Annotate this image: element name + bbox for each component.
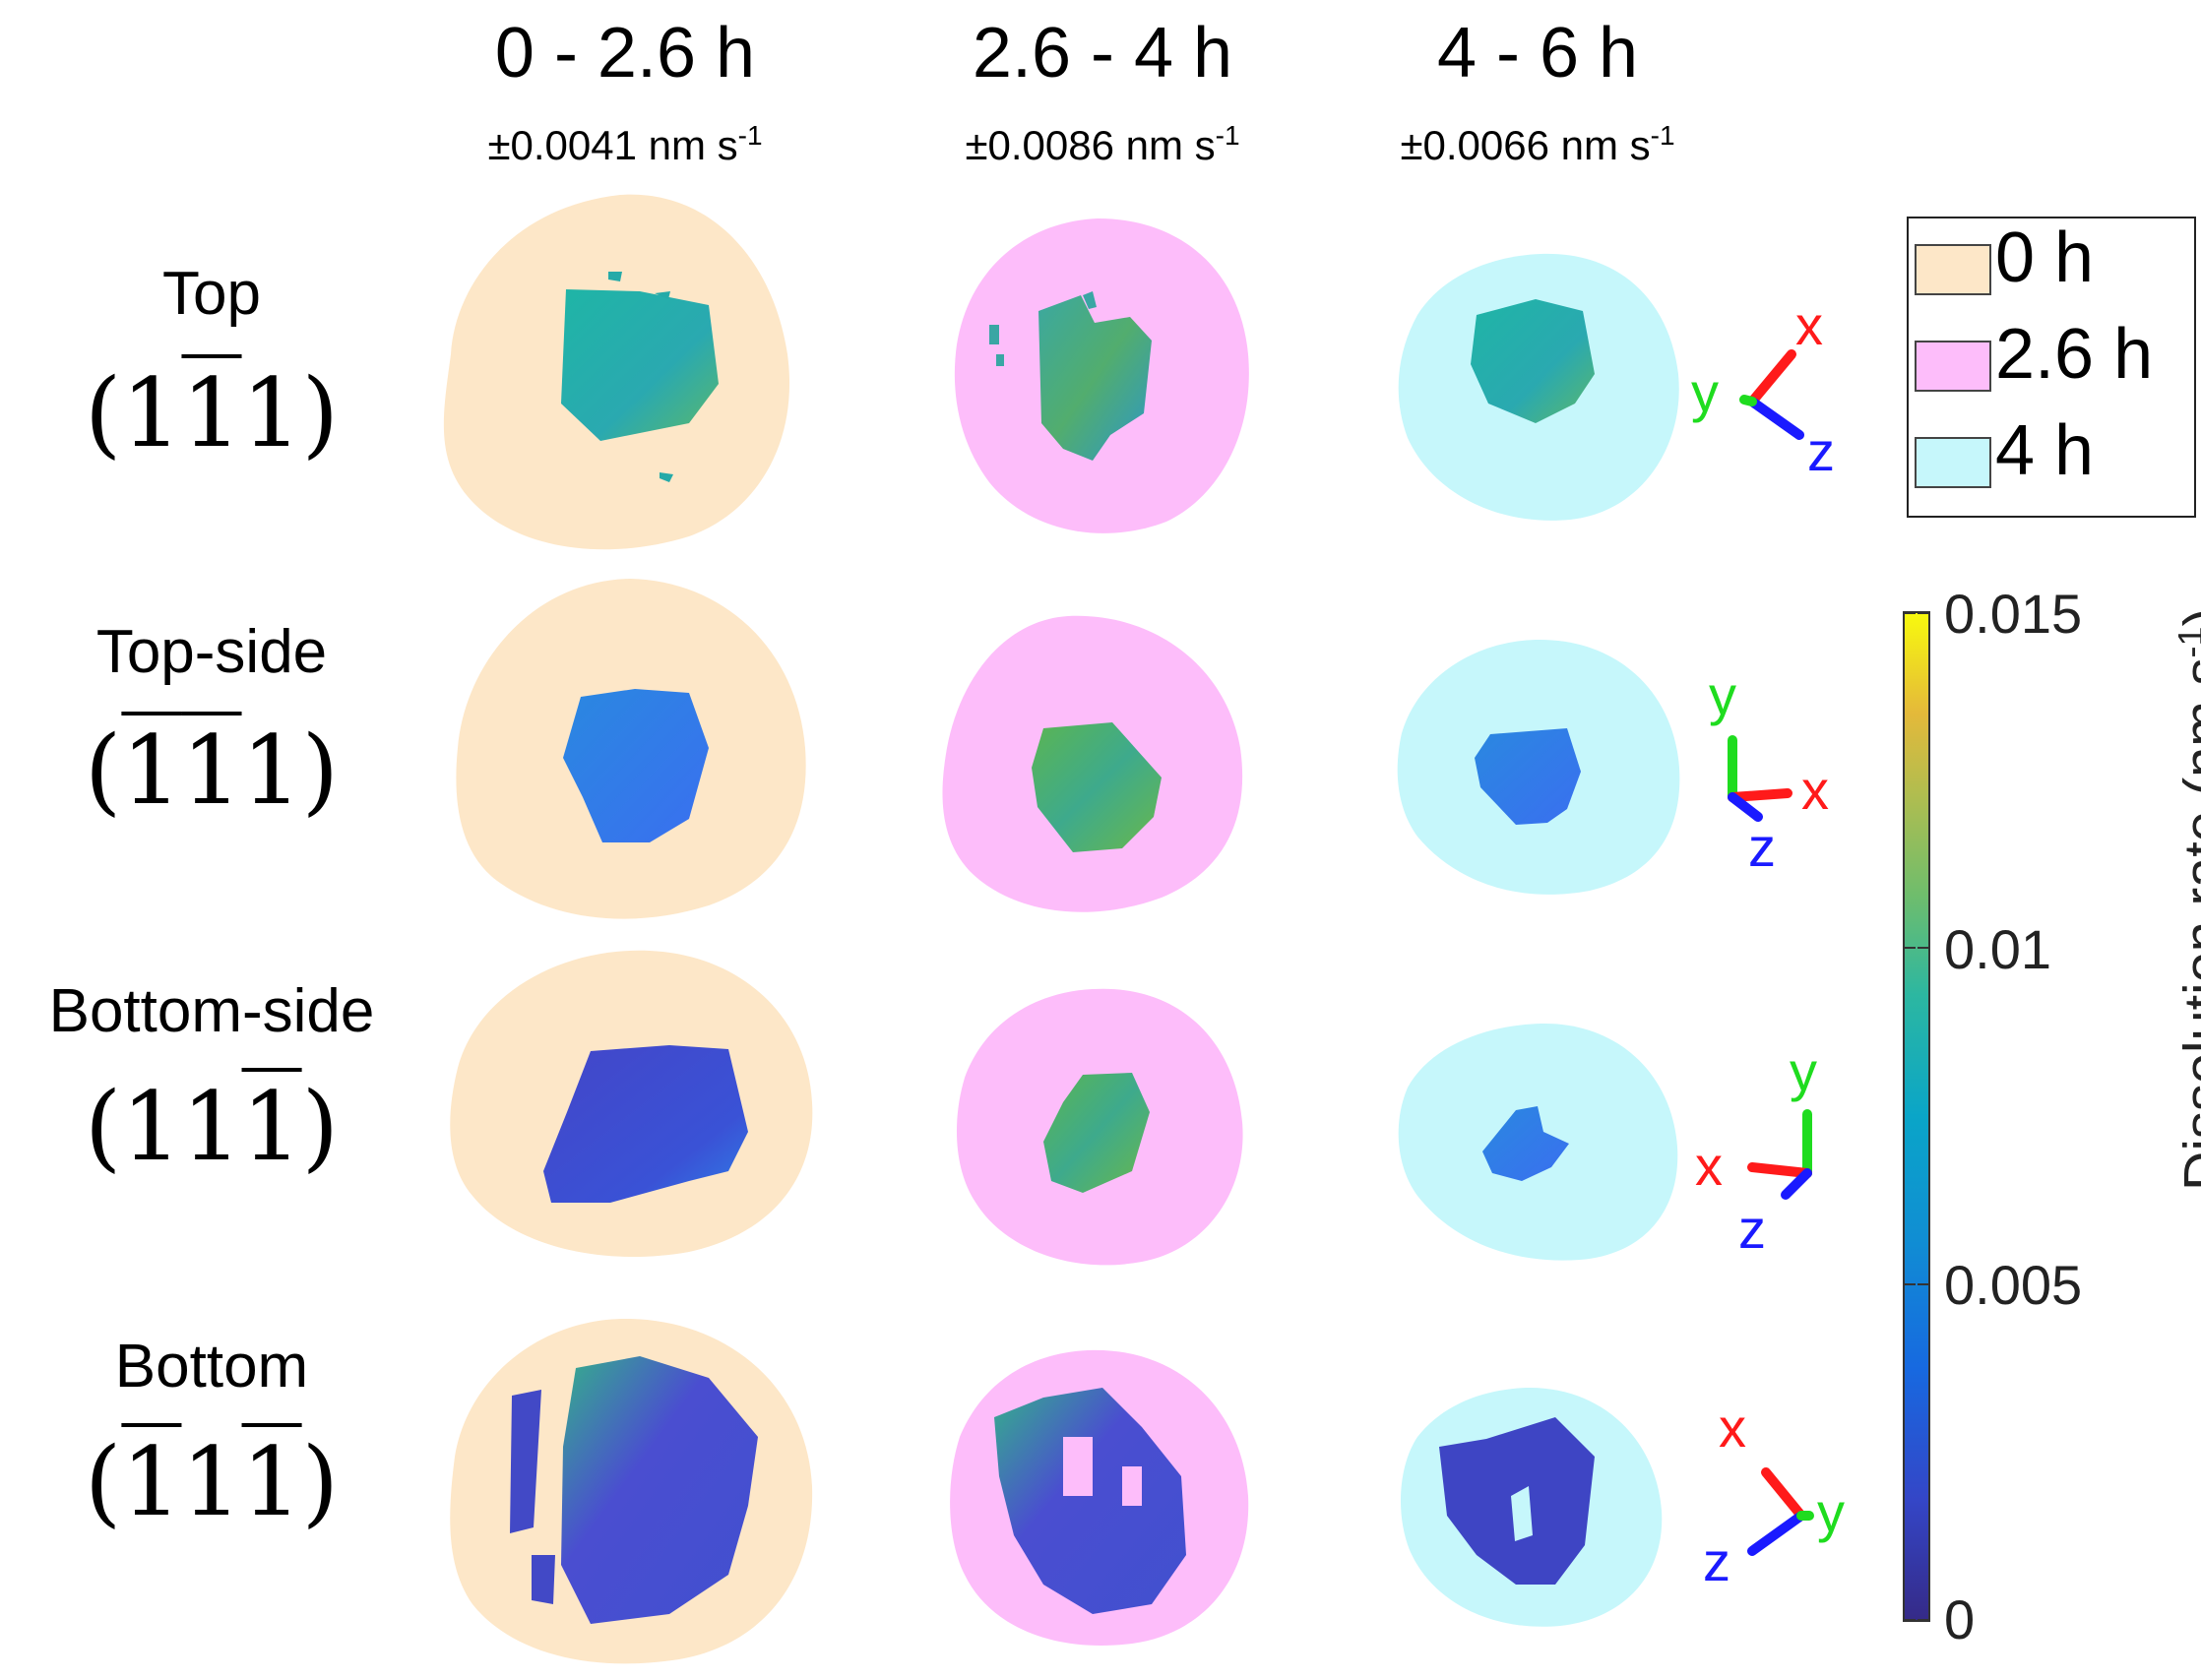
legend-swatch-0h [1915, 244, 1991, 295]
legend-swatch-2-6h [1915, 341, 1991, 392]
shell-bottom-2-6h [950, 1349, 1249, 1647]
shell-top-2-6h [954, 218, 1249, 533]
legend-item-2-6h: 2.6 h [1915, 315, 2190, 409]
shell-bottom-0h [450, 1318, 813, 1664]
legend-label-2-6h: 2.6 h [1995, 315, 2154, 394]
column-title-2: 4 - 6 h [1436, 14, 1639, 93]
row-label-2: Bottom-side [48, 977, 375, 1045]
colorbar-label: Dissolution rate (nm s-1) [2170, 608, 2201, 1191]
axis-label-y-top: y [1691, 361, 1719, 423]
legend-item-0h: 0 h [1915, 218, 2190, 313]
colorbar-tick-label-2: 0.01 [1944, 918, 2051, 980]
axis-label-x-bottomside: x [1695, 1135, 1723, 1197]
axis-label-z-bottomside: z [1738, 1198, 1766, 1260]
axis-label-y-bottom: y [1817, 1481, 1845, 1543]
row-label-3: Bottom [114, 1333, 309, 1400]
shell-top-4h [1398, 253, 1679, 521]
shell-bottomside-0h [450, 950, 813, 1258]
colorbar-tick-label-0: 0 [1944, 1588, 1976, 1650]
axis-triad-top [1739, 349, 1804, 440]
miller-index-1: (111) [84, 716, 340, 826]
axis-triad-topside [1728, 735, 1792, 822]
miller-index-3: (111) [84, 1427, 340, 1537]
axis-label-y-topside: y [1709, 664, 1736, 726]
row-label-1: Top-side [95, 618, 328, 686]
miller-index-2: (111) [84, 1072, 340, 1182]
colorbar-tick-label-1: 0.005 [1944, 1254, 2083, 1316]
miller-index-0: (111) [84, 358, 340, 468]
shell-bottomside-4h [1398, 1023, 1678, 1261]
legend-swatch-4h [1915, 437, 1991, 488]
colorbar-ticks [1904, 612, 1929, 1621]
axis-triad-bottomside [1747, 1109, 1812, 1200]
legend-label-0h: 0 h [1995, 218, 2095, 297]
column-uncertainty-0: ±0.0041 nm s-1 [487, 120, 763, 168]
column-title-0: 0 - 2.6 h [494, 14, 756, 93]
axis-label-z-bottom: z [1703, 1530, 1730, 1592]
shell-topside-2-6h [942, 615, 1243, 912]
axis-label-x-bottom: x [1719, 1397, 1746, 1459]
shell-bottom-4h [1400, 1387, 1663, 1627]
axis-label-z-top: z [1807, 420, 1835, 482]
axis-label-y-bottomside: y [1790, 1040, 1817, 1102]
column-uncertainty-2: ±0.0066 nm s-1 [1400, 120, 1675, 168]
legend-label-4h: 4 h [1995, 411, 2095, 490]
column-title-1: 2.6 - 4 h [972, 14, 1233, 93]
shell-top-0h [443, 194, 790, 550]
axis-triad-bottom [1747, 1467, 1814, 1556]
shell-topside-0h [456, 579, 806, 919]
colorbar-tick-label-3: 0.015 [1944, 583, 2083, 645]
column-uncertainty-1: ±0.0086 nm s-1 [965, 120, 1240, 168]
row-label-0: Top [162, 260, 261, 328]
axis-label-x-top: x [1795, 294, 1823, 356]
axis-label-x-topside: x [1801, 759, 1829, 821]
shell-bottomside-2-6h [956, 988, 1243, 1266]
legend: 0 h 2.6 h 4 h [1907, 217, 2196, 518]
shell-topside-4h [1397, 639, 1680, 895]
axis-label-z-topside: z [1748, 816, 1776, 878]
colorbar [1903, 611, 1930, 1622]
legend-item-4h: 4 h [1915, 411, 2190, 506]
